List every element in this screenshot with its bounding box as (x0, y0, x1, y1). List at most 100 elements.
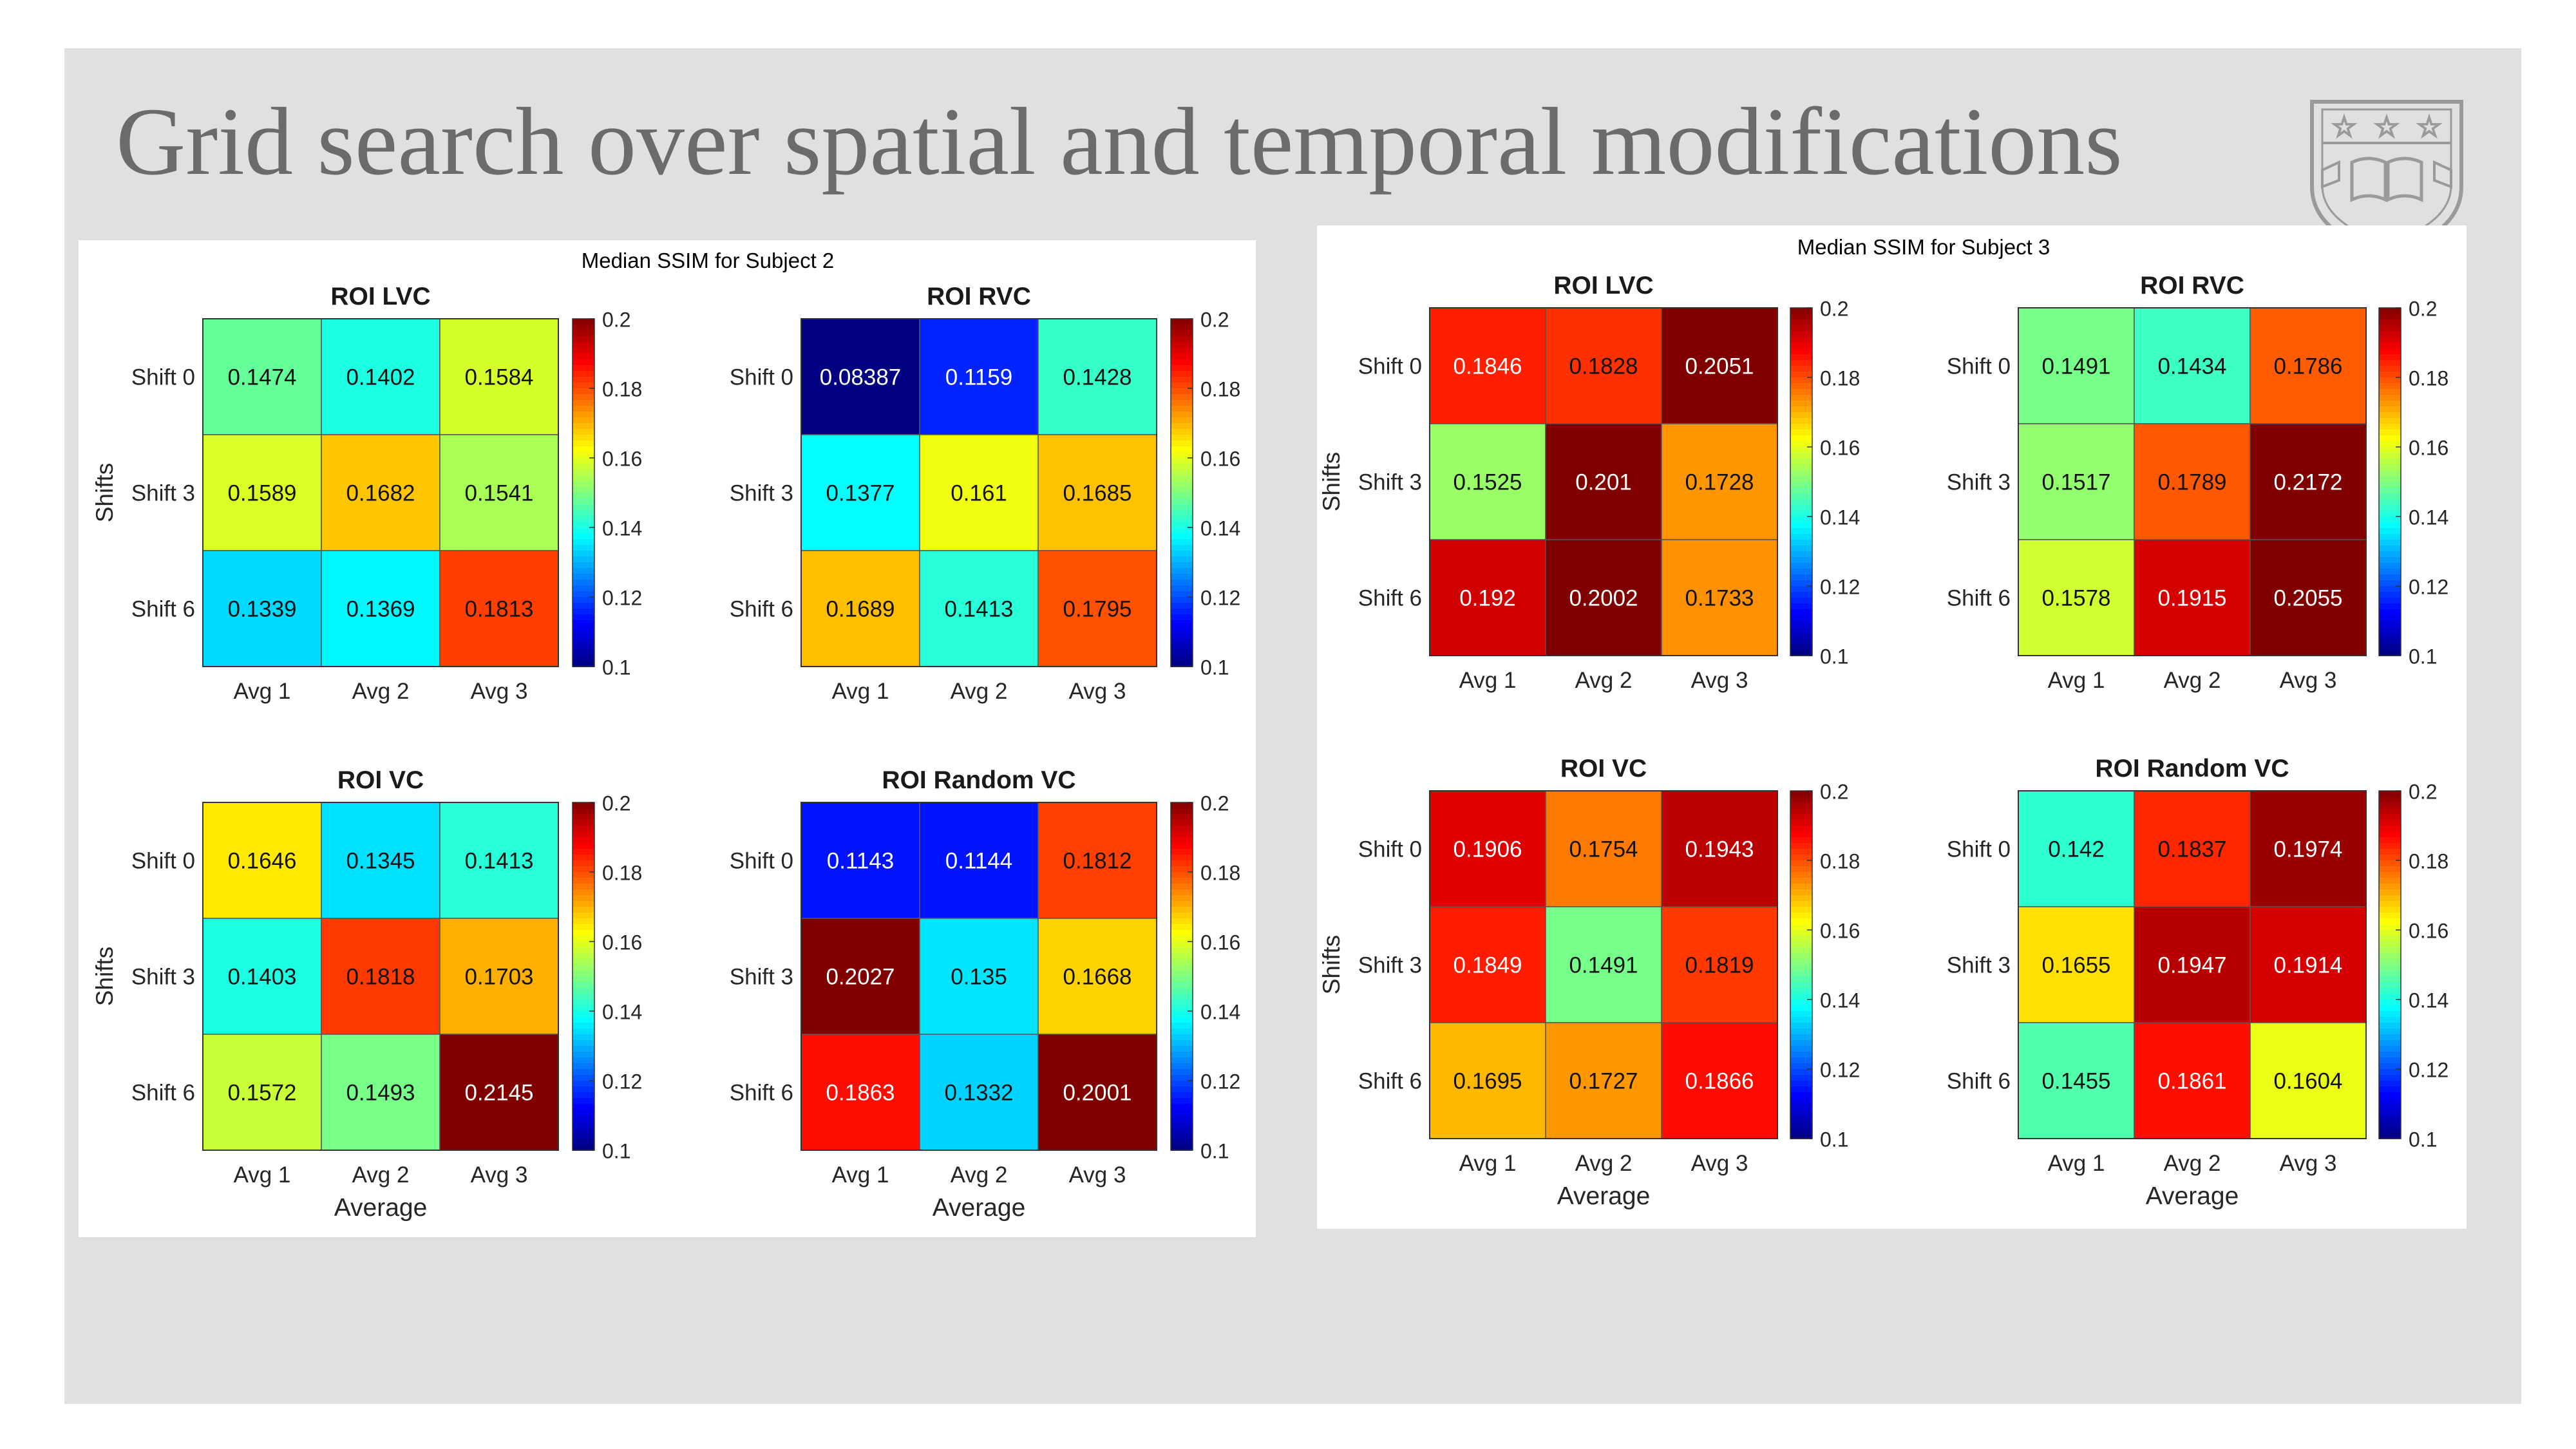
cell-value-label: 0.1703 (464, 965, 533, 990)
cell-value-label: 0.1491 (2041, 354, 2110, 379)
cell-value-label: 0.1159 (945, 365, 1012, 390)
colorbar-segment (1171, 464, 1193, 470)
colorbar-segment (1790, 913, 1812, 919)
colorbar-segment (2379, 947, 2401, 954)
row-tick-label: Shift 6 (1947, 586, 2011, 611)
heatmap-cell (1037, 918, 1157, 1035)
colorbar-segment (573, 1011, 594, 1018)
colorbar-segment (1171, 568, 1193, 574)
cell-value-label: 0.1403 (227, 965, 296, 990)
colorbar-segment (2379, 366, 2401, 372)
colorbar-segment (1171, 1005, 1193, 1012)
colorbar-segment (2379, 913, 2401, 919)
row-tick-label: Shift 6 (1358, 586, 1422, 611)
colorbar-segment (2379, 982, 2401, 989)
colorbar-tick-label: 0.1 (1820, 1128, 1848, 1151)
heatmap-cell (2249, 307, 2367, 424)
colorbar-segment (2379, 557, 2401, 564)
colorbar-segment (1171, 866, 1193, 873)
colorbar-segment (1171, 423, 1193, 430)
colorbar-segment (1171, 942, 1193, 948)
colorbar-segment (2379, 878, 2401, 884)
colorbar-segment (1171, 533, 1193, 540)
colorbar-segment (573, 1075, 594, 1081)
colorbar-segment (2379, 1098, 2401, 1104)
colorbar-segment (1790, 1034, 1812, 1041)
colorbar-segment (573, 1034, 594, 1041)
colorbar-segment (1171, 336, 1193, 343)
col-tick-label: Avg 3 (1691, 1151, 1748, 1176)
colorbar-segment (1171, 487, 1193, 493)
col-tick-label: Avg 2 (352, 1162, 410, 1188)
colorbar-segment (573, 1017, 594, 1023)
colorbar-segment (2379, 1023, 2401, 1029)
colorbar-segment (1171, 1092, 1193, 1099)
heatmap-cell (1037, 550, 1157, 667)
colorbar-segment (1171, 383, 1193, 389)
colorbar-tick-label: 0.2 (1820, 781, 1848, 804)
colorbar-segment (2379, 866, 2401, 873)
colorbar-segment (573, 545, 594, 551)
y-axis-label: Shifts (91, 947, 118, 1007)
heatmap-subplot: ROI RVC 0.08387 0.1159 0.1428 0.1377 0.161 0.1… (730, 283, 1241, 704)
col-tick-label: Avg 1 (2048, 1151, 2105, 1176)
colorbar-segment (573, 999, 594, 1006)
colorbar-segment (1790, 831, 1812, 838)
cell-value-label: 0.1819 (1685, 953, 1754, 978)
colorbar-segment (2379, 1057, 2401, 1064)
cell-value-label: 0.1541 (464, 481, 533, 506)
colorbar-segment (2379, 1086, 2401, 1093)
colorbar-segment (1790, 563, 1812, 569)
colorbar-segment (573, 562, 594, 569)
colorbar-segment (2379, 1075, 2401, 1081)
colorbar-segment (573, 406, 594, 412)
colorbar-segment (573, 591, 594, 598)
colorbar-segment (1790, 522, 1812, 529)
heatmap-cell (1545, 539, 1662, 656)
colorbar-segment (2379, 551, 2401, 558)
heatmap-subplot: ROI LVC 0.1474 0.1402 0.1584 0.1589 0.1682 0.1… (91, 283, 642, 704)
colorbar-segment (1171, 947, 1193, 954)
colorbar-segment (1171, 632, 1193, 638)
cell-value-label: 0.1846 (1453, 354, 1522, 379)
row-tick-label: Shift 6 (730, 1081, 793, 1106)
row-tick-label: Shift 3 (1947, 470, 2011, 495)
heatmap-cell (2249, 1022, 2367, 1139)
colorbar-segment (1790, 650, 1812, 656)
colorbar-segment (1790, 1098, 1812, 1104)
colorbar-segment (1171, 976, 1193, 983)
colorbar-segment (573, 988, 594, 994)
colorbar-segment (1790, 1092, 1812, 1099)
colorbar-segment (2379, 563, 2401, 569)
colorbar-segment (2379, 569, 2401, 575)
colorbar-segment (2379, 1081, 2401, 1087)
colorbar-segment (1790, 325, 1812, 332)
heatmap-cell (2018, 423, 2135, 540)
colorbar-segment (2379, 314, 2401, 320)
colorbar-segment (1790, 895, 1812, 902)
colorbar-segment (1171, 1069, 1193, 1075)
colorbar-segment (1171, 1133, 1193, 1139)
colorbar-segment (573, 1086, 594, 1093)
colorbar-segment (2379, 615, 2401, 621)
cell-value-label: 0.1578 (2041, 586, 2110, 611)
colorbar-segment (1790, 360, 1812, 366)
subplot-title: ROI LVC (330, 283, 430, 310)
colorbar-segment (2379, 936, 2401, 942)
colorbar-tick-label: 0.16 (1200, 448, 1240, 471)
colorbar-segment (573, 568, 594, 574)
colorbar-segment (1790, 1086, 1812, 1093)
colorbar-segment (1790, 395, 1812, 401)
heatmap-cell (2249, 423, 2367, 540)
colorbar-segment (573, 580, 594, 586)
cell-value-label: 0.1906 (1453, 837, 1522, 862)
colorbar-segment (573, 924, 594, 931)
subplot-title: ROI Random VC (2095, 755, 2289, 782)
colorbar-segment (1790, 1011, 1812, 1018)
colorbar-segment (573, 994, 594, 1000)
cell-value-label: 0.1786 (2273, 354, 2342, 379)
colorbar-segment (1171, 406, 1193, 412)
colorbar-segment (573, 458, 594, 464)
colorbar-segment (2379, 644, 2401, 650)
subject-3-figure: Median SSIM for Subject 3 ROI LVC 0.1846 0.… (1317, 225, 2467, 1229)
